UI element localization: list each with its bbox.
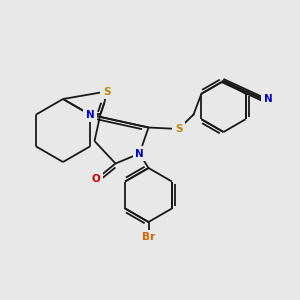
Text: N: N bbox=[86, 110, 95, 120]
Text: N: N bbox=[263, 94, 272, 104]
Text: Br: Br bbox=[142, 232, 155, 242]
Text: S: S bbox=[103, 86, 110, 97]
Text: S: S bbox=[175, 124, 182, 134]
Text: O: O bbox=[92, 174, 100, 184]
Text: N: N bbox=[135, 148, 144, 159]
